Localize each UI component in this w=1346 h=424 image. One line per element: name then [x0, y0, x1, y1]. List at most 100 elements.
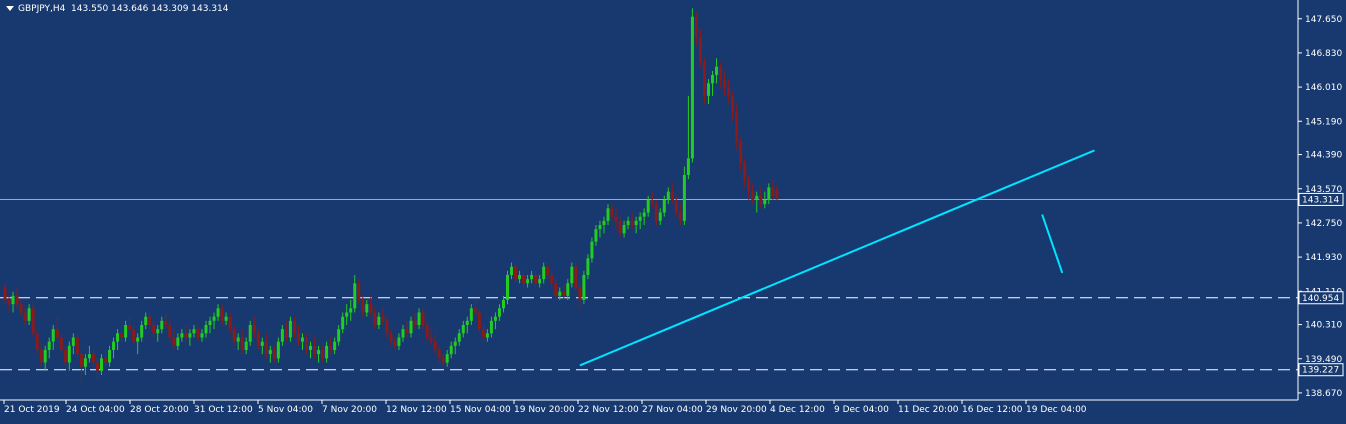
candle [248, 320, 252, 346]
price-tick-label: 142.750 [1305, 219, 1342, 229]
candle-body [506, 275, 509, 300]
candle-body [248, 325, 252, 342]
candle [662, 195, 666, 217]
candle-body [232, 329, 236, 342]
candle [361, 295, 365, 317]
candle [381, 308, 385, 325]
candle [136, 333, 140, 355]
candle [75, 333, 79, 359]
candle [168, 320, 172, 342]
candle-body [373, 312, 377, 325]
level-price-box [1298, 291, 1344, 305]
candle-body [497, 308, 501, 317]
candle-body [11, 295, 15, 305]
dropdown-triangle-icon[interactable] [6, 6, 14, 11]
candle-body [132, 329, 136, 342]
candle-body [212, 316, 216, 321]
candle [148, 312, 152, 330]
candle-body [771, 187, 775, 196]
candle [276, 337, 280, 363]
candle [212, 312, 216, 330]
candle [767, 183, 771, 205]
candle [349, 300, 353, 321]
candle [357, 279, 361, 305]
candle-body [751, 191, 755, 200]
time-tick-label: 4 Dec 12:00 [770, 405, 825, 415]
candle [397, 333, 401, 350]
candle-body [15, 295, 19, 305]
candle [441, 354, 445, 367]
candle [606, 204, 610, 225]
candle [176, 333, 180, 350]
candle [417, 308, 421, 330]
candle-body [690, 16, 694, 159]
candle-body [220, 308, 224, 321]
candle [87, 345, 91, 363]
time-tick-label: 28 Oct 20:00 [130, 405, 189, 415]
candle [755, 191, 759, 213]
candle-body [481, 329, 485, 338]
time-tick-label: 12 Nov 12:00 [386, 405, 447, 415]
candle [252, 316, 256, 338]
candle-body [626, 220, 630, 225]
candle-body [582, 275, 586, 300]
candle [562, 283, 566, 300]
candle [108, 345, 112, 367]
candle-body [381, 316, 385, 321]
horizontal-levels [0, 199, 1298, 371]
candle-body [622, 225, 626, 234]
candle-body [43, 350, 47, 363]
candle-body [670, 191, 674, 200]
candle [429, 329, 433, 346]
candle-body [27, 308, 31, 321]
candle-body [172, 337, 176, 346]
candle-body [405, 329, 409, 334]
candle-body [493, 316, 497, 321]
candle-body [39, 350, 43, 363]
candle-body [353, 283, 357, 309]
candle-body [260, 341, 264, 346]
candle [634, 216, 638, 234]
candle [260, 337, 264, 355]
candle-body [707, 83, 710, 96]
candle [313, 337, 317, 359]
candle-body [401, 329, 405, 338]
level-price-label: 139.227 [1302, 366, 1339, 376]
candle-body [747, 179, 751, 192]
candle-body [413, 320, 417, 325]
candle [477, 308, 481, 334]
candle-body [574, 266, 578, 288]
candle-body [280, 329, 284, 342]
candle [590, 237, 594, 263]
candle-body [759, 195, 763, 205]
current-price-label: 143.314 [1302, 195, 1339, 205]
candle-body [272, 350, 276, 359]
candle [172, 329, 176, 350]
candle [694, 12, 698, 46]
candle [140, 320, 144, 342]
candle [554, 279, 558, 300]
candle [393, 337, 397, 350]
candle-body [144, 316, 148, 325]
candle-body [108, 350, 112, 363]
price-tick-label: 141.930 [1305, 253, 1342, 263]
candle [501, 295, 505, 313]
candle [702, 58, 706, 105]
candle [506, 270, 509, 305]
candle [321, 345, 325, 363]
candle-body [321, 350, 325, 359]
candle [461, 320, 465, 338]
candle [345, 304, 349, 325]
candle-body [694, 16, 698, 38]
candle-body [578, 287, 582, 300]
time-tick-label: 7 Nov 20:00 [322, 405, 377, 415]
candle-body [31, 308, 35, 334]
candle-body [112, 341, 116, 350]
candle-body [99, 358, 103, 371]
candle-body [83, 358, 87, 367]
ohlc-values: 143.550 143.646 143.309 143.314 [71, 4, 229, 14]
price-tick-label: 145.190 [1305, 117, 1342, 127]
candle [518, 270, 522, 284]
candle-body [116, 333, 120, 342]
